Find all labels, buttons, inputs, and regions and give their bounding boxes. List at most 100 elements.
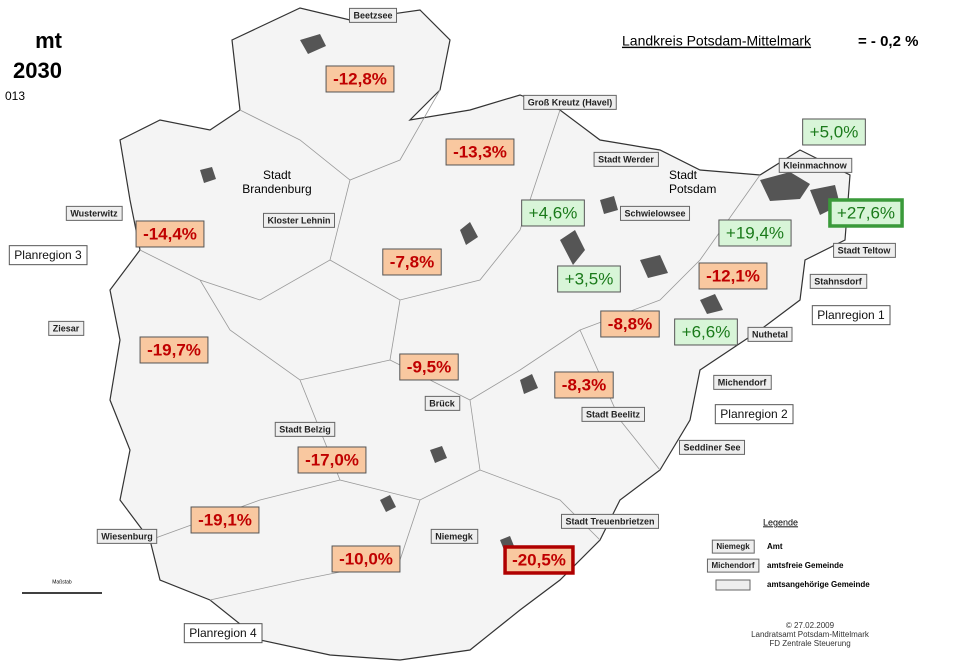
place-label-box xyxy=(96,528,158,544)
change-label: -12,8% xyxy=(333,69,387,88)
change-label-box xyxy=(445,138,515,166)
place-label: Wiesenburg xyxy=(101,531,152,541)
region-label-box xyxy=(183,623,263,644)
change-label: -9,5% xyxy=(407,357,451,376)
place-label: Stadt Werder xyxy=(598,154,654,164)
district-outline xyxy=(109,7,851,661)
change-label: -8,3% xyxy=(562,375,606,394)
place-label: Stadt Beelitz xyxy=(586,409,641,419)
change-label-box xyxy=(135,220,205,248)
change-label: -7,8% xyxy=(390,252,434,271)
place-label-box xyxy=(424,395,461,411)
change-label-box xyxy=(325,65,395,93)
place-label: Stadt Belzig xyxy=(279,424,331,434)
place-label-box xyxy=(274,421,336,437)
change-label: +19,4% xyxy=(726,223,784,242)
place-label: Stadt Treuenbrietzen xyxy=(565,516,654,526)
title-line: mt xyxy=(35,28,63,53)
legend-sample-box xyxy=(711,539,755,554)
place-label-box xyxy=(560,513,660,529)
scale-label: Maßstab xyxy=(52,579,72,585)
legend-sample-box xyxy=(706,558,760,573)
change-label-box xyxy=(382,248,442,276)
region-label-box xyxy=(714,404,794,425)
change-label: +3,5% xyxy=(565,269,614,288)
region-label-box xyxy=(8,245,88,266)
legend-title: Legende xyxy=(763,517,798,527)
place-label-box xyxy=(833,242,896,258)
change-label: -17,0% xyxy=(305,450,359,469)
credit-line: Landratsamt Potsdam-Mittelmark xyxy=(751,630,870,639)
place-label: Nuthetal xyxy=(752,329,788,339)
place-label: Brück xyxy=(429,398,456,408)
place-label-box xyxy=(348,7,398,23)
place-label: Schwielowsee xyxy=(624,208,685,218)
place-label: Stahnsdorf xyxy=(814,276,863,286)
change-label-box xyxy=(521,199,585,227)
legend-label: amtsfreie Gemeinde xyxy=(767,561,844,570)
change-label-box xyxy=(297,446,367,474)
place-label-box xyxy=(809,273,868,289)
place-label-box xyxy=(678,439,746,455)
place-label: Kleinmachnow xyxy=(783,160,848,170)
city-label: Stadt xyxy=(669,168,698,182)
region-label: Planregion 1 xyxy=(817,308,885,322)
change-label-box xyxy=(674,318,738,346)
map-base xyxy=(109,7,851,661)
change-label-box xyxy=(139,336,209,364)
place-label-box xyxy=(778,157,853,173)
change-label: -10,0% xyxy=(339,549,393,568)
change-label: -19,7% xyxy=(147,340,201,359)
change-label-box xyxy=(802,118,866,146)
place-label-box xyxy=(48,320,85,336)
change-label-box xyxy=(718,219,792,247)
place-label-box xyxy=(65,205,123,221)
city-label: Potsdam xyxy=(669,182,716,196)
region-label-box xyxy=(811,305,891,326)
legend-sample: Niemegk xyxy=(716,542,750,551)
place-label-box xyxy=(747,326,793,342)
region-label: Planregion 4 xyxy=(189,626,257,640)
change-label: +5,0% xyxy=(810,122,859,141)
title-line: 2030 xyxy=(13,58,62,83)
change-label-box xyxy=(331,545,401,573)
legend-label: amtsangehörige Gemeinde xyxy=(767,580,870,589)
place-label-box xyxy=(581,406,646,422)
place-label: Groß Kreutz (Havel) xyxy=(528,97,613,107)
change-label-box xyxy=(190,506,260,534)
change-label-box xyxy=(698,262,768,290)
city-label: Brandenburg xyxy=(242,182,311,196)
title-line: 013 xyxy=(5,89,25,103)
credit-line: © 27.02.2009 xyxy=(786,621,835,630)
change-label-box xyxy=(828,198,904,228)
change-label: +6,6% xyxy=(682,322,731,341)
place-label: Michendorf xyxy=(718,377,768,387)
summary-value: = - 0,2 % xyxy=(858,33,918,50)
change-label-box xyxy=(399,353,459,381)
change-label-box xyxy=(503,545,575,575)
change-label: -19,1% xyxy=(198,510,252,529)
labels: mt 2030 013 Landkreis Potsdam-Mittelmark = -… xyxy=(5,7,918,648)
place-label-box xyxy=(593,151,659,167)
region-label: Planregion 2 xyxy=(720,407,788,421)
place-label: Wusterwitz xyxy=(70,208,118,218)
summary-label: Landkreis Potsdam-Mittelmark xyxy=(622,33,812,49)
place-label-box xyxy=(713,374,772,390)
place-label: Niemegk xyxy=(435,531,474,541)
place-label: Kloster Lehnin xyxy=(267,215,330,225)
change-label: -20,5% xyxy=(512,550,566,569)
legend-sample-box xyxy=(715,579,751,591)
change-label-box xyxy=(557,265,621,293)
place-label: Stadt Teltow xyxy=(838,245,892,255)
region-label: Planregion 3 xyxy=(14,248,82,262)
place-label: Ziesar xyxy=(53,323,80,333)
place-label-box xyxy=(619,205,691,221)
change-label: -12,1% xyxy=(706,266,760,285)
place-label: Beetzsee xyxy=(353,10,392,20)
change-label: +4,6% xyxy=(529,203,578,222)
place-label: Seddiner See xyxy=(683,442,740,452)
change-label: -13,3% xyxy=(453,142,507,161)
change-label: -14,4% xyxy=(143,224,197,243)
credit-line: FD Zentrale Steuerung xyxy=(769,639,850,648)
